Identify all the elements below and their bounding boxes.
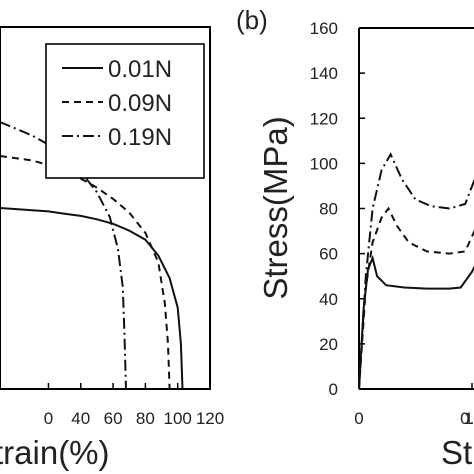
- panel-a-x-ticks: 0 40 60 80 100 120: [44, 383, 224, 428]
- panel-b-y-tick-label: 40: [319, 290, 338, 309]
- panel-a-x-tick-label: 0: [44, 409, 53, 428]
- panel-b-series: [358, 152, 474, 390]
- panel-b-y-tick-label: 100: [310, 154, 338, 173]
- panel-a-series-line-0: [0, 207, 184, 390]
- panel-a-x-tick-label: 100: [164, 409, 192, 428]
- panel-b-y-tick-label: 160: [310, 19, 338, 38]
- panel-b-label: (b): [236, 5, 268, 35]
- panel-b-y-tick-label: 60: [319, 245, 338, 264]
- legend-box: [45, 43, 205, 179]
- panel-a-series: [0, 121, 184, 390]
- panel-b-y-tick-label: 80: [319, 200, 338, 219]
- legend-label-0: 0.01N: [108, 56, 172, 83]
- panel-a-x-tick-label: 40: [71, 409, 90, 428]
- panel-a-series-line-1: [0, 155, 171, 390]
- panel-b-y-tick-label: 120: [310, 109, 338, 128]
- panel-a-frame: [0, 26, 211, 390]
- panel-b-x-tick-label: 0: [354, 409, 363, 428]
- panel-b-y-tick-label: 140: [310, 64, 338, 83]
- panel-a-x-tick-label: 120: [196, 409, 224, 428]
- panel-b: (b) 0 20 40 60 80 100 120 140 160 0 0.51 Stress(MP…: [236, 5, 474, 471]
- panel-a-x-tick-label: 80: [136, 409, 155, 428]
- panel-a-x-tick-label: 60: [104, 409, 123, 428]
- panel-b-y-axis-title: Stress(MPa): [257, 116, 294, 299]
- panel-b-series-line-2: [358, 152, 474, 390]
- panel-b-series-line-0: [358, 254, 474, 390]
- panel-a-series-line-2: [0, 121, 127, 390]
- legend-label-1: 0.09N: [108, 90, 172, 117]
- panel-b-y-tick-label: 0: [329, 380, 338, 399]
- panel-b-y-tick-label: 20: [319, 335, 338, 354]
- panel-b-x-tick-label-partial: 1: [464, 409, 473, 428]
- panel-b-x-axis-title: St: [441, 434, 472, 471]
- legend-label-2: 0.19N: [108, 124, 172, 151]
- panel-b-series-line-1: [358, 206, 474, 390]
- legend: 0.01N 0.09N 0.19N: [45, 43, 205, 179]
- panel-b-ticks: 0 20 40 60 80 100 120 140 160 0 0.51: [310, 19, 474, 428]
- panel-a: 0 40 60 80 100 120 0.01N 0.09N 0.19N train(%): [0, 26, 224, 471]
- panel-a-x-axis-title: train(%): [0, 434, 110, 471]
- panel-b-x-tick-label: 0.5: [460, 409, 474, 428]
